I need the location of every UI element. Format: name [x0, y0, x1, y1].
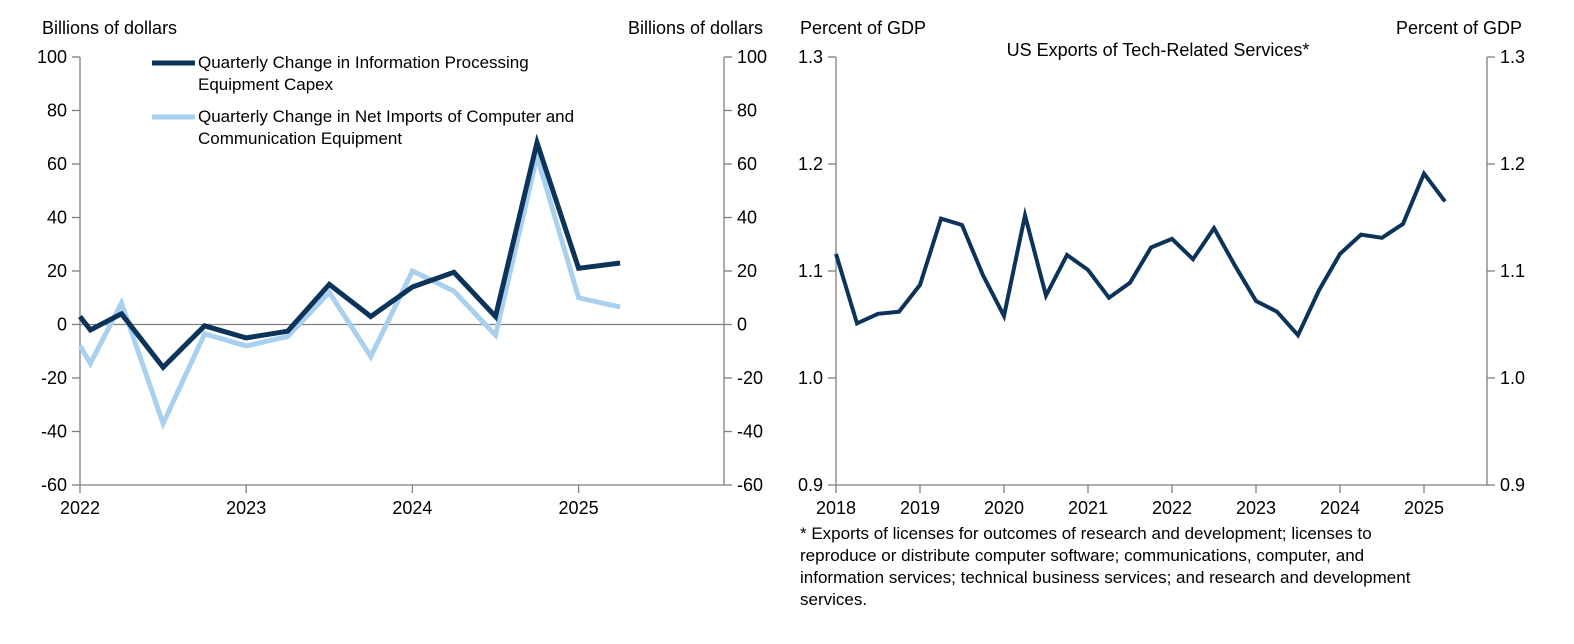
x-tick-label: 2023 [1236, 498, 1276, 518]
x-tick-label: 2020 [984, 498, 1024, 518]
series-line-1 [77, 146, 621, 431]
left-chart: Billions of dollars Billions of dollars … [37, 18, 767, 518]
y-tick-label-right: 40 [737, 208, 757, 228]
x-tick-label: 2022 [1152, 498, 1192, 518]
y-tick-label-right: 0 [737, 315, 747, 335]
x-tick-label: 2024 [392, 498, 432, 518]
right-chart: Percent of GDP Percent of GDP US Exports… [798, 18, 1525, 609]
y-tick-label-right: 1.3 [1500, 47, 1525, 67]
y-tick-label-left: 0 [57, 315, 67, 335]
y-tick-label-left: -20 [41, 368, 67, 388]
legend-label-net-imports-line2: Communication Equipment [198, 129, 402, 148]
y-tick-label-right: -60 [737, 475, 763, 495]
left-y-ticks: -60 -40 -20 0 20 40 60 80 100 [37, 47, 80, 495]
x-tick-label: 2019 [900, 498, 940, 518]
right-y-ticks: -60 -40 -20 0 20 40 60 80 100 [724, 47, 767, 495]
right-chart-right-y-axis-title: Percent of GDP [1396, 18, 1522, 38]
y-tick-label-left: 1.1 [798, 261, 823, 281]
x-tick-label: 2025 [1404, 498, 1444, 518]
x-tick-label: 2024 [1320, 498, 1360, 518]
x-ticks: 2022 2023 2024 2025 [60, 485, 599, 518]
y-tick-label-left: 80 [47, 101, 67, 121]
x-tick-label: 2023 [226, 498, 266, 518]
y-tick-label-right: 1.2 [1500, 154, 1525, 174]
y-tick-label-left: 1.2 [798, 154, 823, 174]
y-tick-label-left: 60 [47, 154, 67, 174]
series-line-0 [834, 169, 1447, 339]
x-tick-label: 2025 [559, 498, 599, 518]
left-y-axis-title: Billions of dollars [42, 18, 177, 38]
footnote-line-4: services. [800, 590, 867, 609]
right-chart-left-y-axis-title: Percent of GDP [800, 18, 926, 38]
footnote-line-2: reproduce or distribute computer softwar… [800, 546, 1364, 565]
y-tick-label-right: 20 [737, 261, 757, 281]
series-line-0 [78, 133, 621, 372]
legend-label-net-imports-line1: Quarterly Change in Net Imports of Compu… [198, 107, 574, 126]
y-tick-label-left: 0.9 [798, 475, 823, 495]
x-tick-label: 2021 [1068, 498, 1108, 518]
y-tick-label-left: 40 [47, 208, 67, 228]
footnote-line-3: information services; technical business… [800, 568, 1411, 587]
x-tick-label: 2022 [60, 498, 100, 518]
y-tick-label-right: -40 [737, 422, 763, 442]
footnote: * Exports of licenses for outcomes of re… [800, 524, 1411, 609]
series-lines [77, 133, 621, 431]
right-chart-right-y-ticks: 0.9 1.0 1.1 1.2 1.3 [1487, 47, 1525, 495]
legend: Quarterly Change in Information Processi… [152, 53, 574, 148]
footnote-line-1: * Exports of licenses for outcomes of re… [800, 524, 1372, 543]
y-tick-label-right: -20 [737, 368, 763, 388]
y-tick-label-right: 100 [737, 47, 767, 67]
y-tick-label-left: 20 [47, 261, 67, 281]
y-tick-label-right: 1.1 [1500, 261, 1525, 281]
y-tick-label-right: 0.9 [1500, 475, 1525, 495]
y-tick-label-right: 1.0 [1500, 368, 1525, 388]
y-tick-label-left: -40 [41, 422, 67, 442]
y-tick-label-left: -60 [41, 475, 67, 495]
y-tick-label-left: 100 [37, 47, 67, 67]
right-chart-series-lines [834, 169, 1447, 339]
y-tick-label-right: 60 [737, 154, 757, 174]
right-chart-x-ticks: 2018 2019 2020 2021 2022 2023 2024 2025 [816, 485, 1444, 518]
y-tick-label-left: 1.0 [798, 368, 823, 388]
legend-label-capex-line2: Equipment Capex [198, 75, 334, 94]
right-chart-left-y-ticks: 0.9 1.0 1.1 1.2 1.3 [798, 47, 836, 495]
right-y-axis-title: Billions of dollars [628, 18, 763, 38]
legend-label-capex-line1: Quarterly Change in Information Processi… [198, 53, 529, 72]
right-chart-title: US Exports of Tech-Related Services* [1007, 40, 1310, 60]
x-tick-label: 2018 [816, 498, 856, 518]
y-tick-label-right: 80 [737, 101, 757, 121]
y-tick-label-left: 1.3 [798, 47, 823, 67]
